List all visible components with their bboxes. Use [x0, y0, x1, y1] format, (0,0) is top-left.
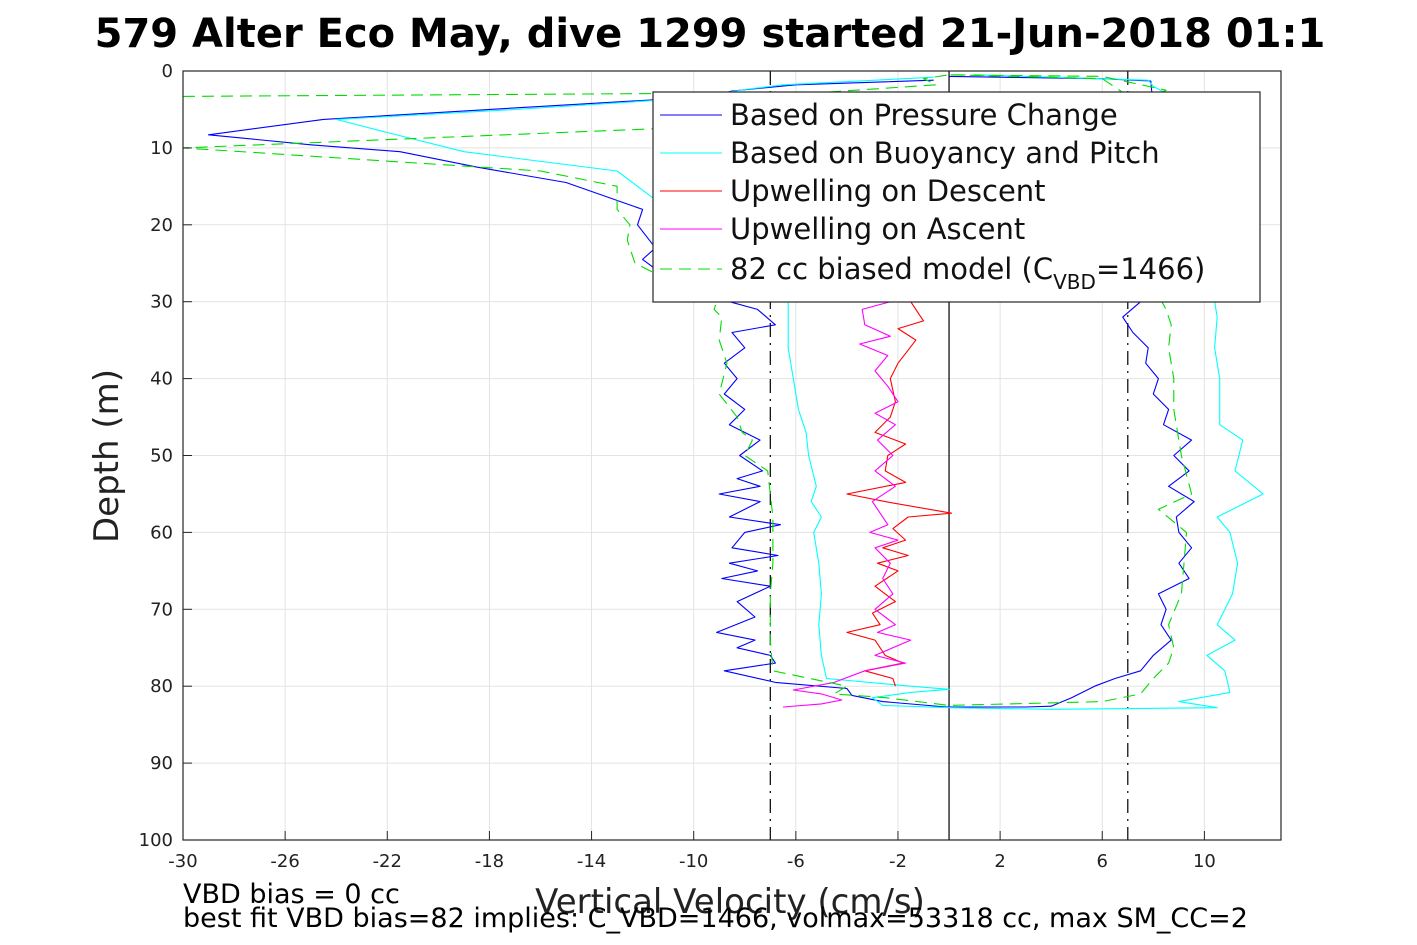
legend-label-pressure: Based on Pressure Change: [730, 98, 1118, 132]
footnote-vbd-bias: VBD bias = 0 cc: [183, 879, 400, 910]
x-axis-label: Vertical Velocity (cm/s): [535, 882, 925, 922]
legend-label-descent: Upwelling on Descent: [730, 174, 1046, 208]
footnote-best-fit: best fit VBD bias=82 implies: C_VBD=1466…: [183, 903, 1248, 934]
series-line-5: [183, 74, 1193, 706]
x-tick-label: 6: [1097, 851, 1108, 872]
x-tick-label: -6: [787, 851, 805, 872]
y-tick-label: 0: [162, 61, 173, 82]
series-line-4: [783, 301, 912, 708]
x-tick-label: -14: [577, 851, 606, 872]
x-tick-label: -18: [475, 851, 504, 872]
chart-title: 579 Alter Eco May, dive 1299 started 21-…: [95, 11, 1326, 57]
series-line-3: [846, 301, 953, 687]
axis-ticks: -30 -26 -22 -18 -14 -10 -6 -2 2 6 1001020304050607…: [139, 61, 1216, 872]
y-tick-label: 90: [150, 753, 173, 774]
y-axis-label: Depth (m): [87, 369, 127, 543]
legend-label-ascent: Upwelling on Ascent: [730, 212, 1025, 246]
legend-label-model: 82 cc biased model (CVBD=1466): [730, 252, 1205, 294]
x-tick-label: -22: [373, 851, 402, 872]
y-tick-label: 100: [139, 830, 173, 851]
legend-label-model-main: 82 cc biased model (C: [730, 252, 1053, 286]
legend-label-model-sub: VBD: [1053, 270, 1096, 294]
y-tick-label: 70: [150, 599, 173, 620]
x-tick-label: 2: [994, 851, 1005, 872]
y-tick-label: 30: [150, 292, 173, 313]
y-tick-label: 40: [150, 369, 173, 390]
y-tick-label: 50: [150, 446, 173, 467]
legend-label-model-suffix: =1466): [1096, 252, 1205, 286]
legend-box: [652, 91, 1261, 303]
legend-label-buoyancy: Based on Buoyancy and Pitch: [730, 136, 1160, 170]
x-tick-label: -26: [270, 851, 299, 872]
x-tick-label: -10: [679, 851, 708, 872]
y-tick-label: 10: [150, 138, 173, 159]
y-tick-label: 80: [150, 676, 173, 697]
y-tick-label: 20: [150, 215, 173, 236]
x-tick-label: -30: [168, 851, 197, 872]
y-tick-label: 60: [150, 522, 173, 543]
legend: Based on Pressure Change Based on Buoyan…: [652, 91, 1261, 303]
x-tick-label: -2: [889, 851, 907, 872]
x-tick-label: 10: [1193, 851, 1216, 872]
